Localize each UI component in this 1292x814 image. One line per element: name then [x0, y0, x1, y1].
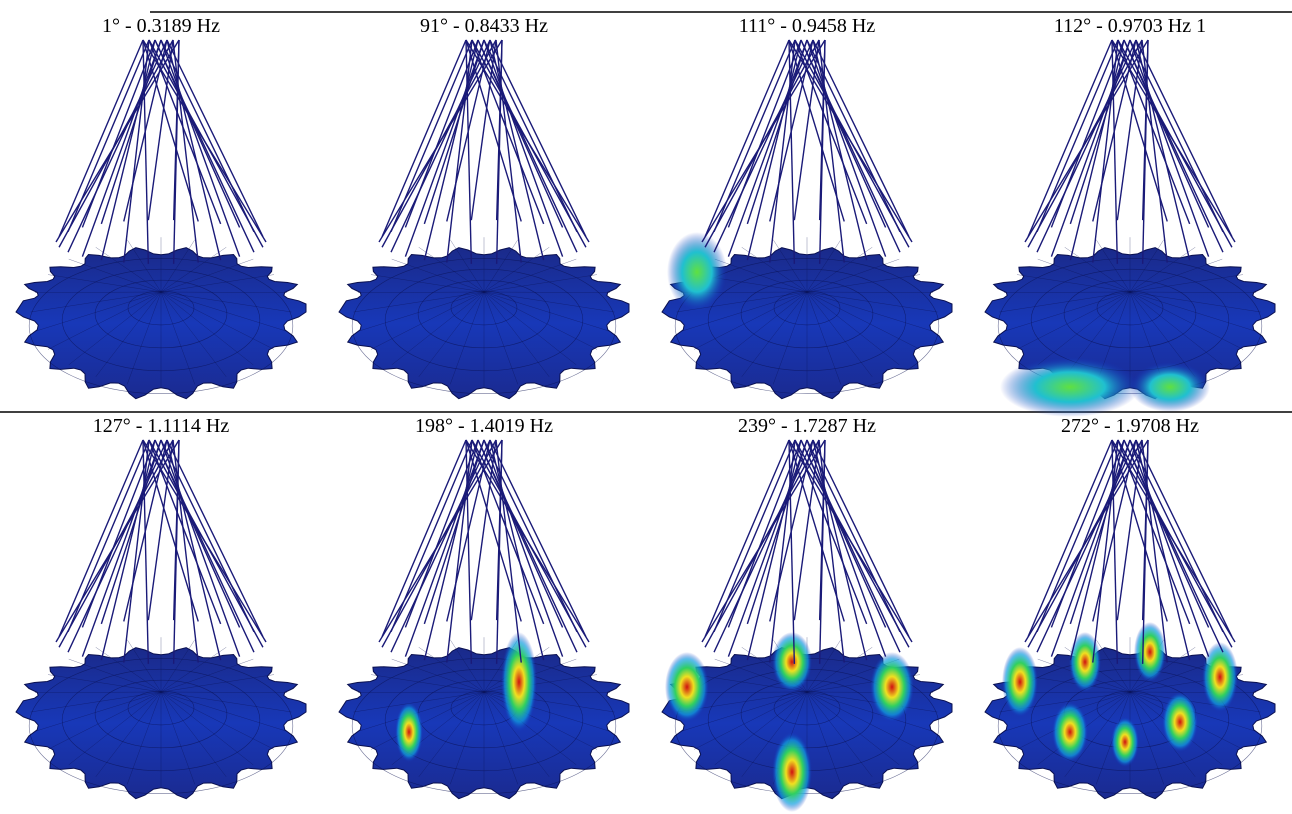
- panel-caption: 91° - 0.8433 Hz: [420, 15, 548, 37]
- cable: [801, 40, 886, 227]
- panel-caption: 112° - 0.9703 Hz 1: [1054, 15, 1206, 37]
- cable: [1051, 40, 1130, 257]
- figure: 1° - 0.3189 Hz 91° - 0.8433 Hz 111° - 0.94…: [0, 0, 1292, 814]
- cable: [161, 40, 240, 257]
- cable: [405, 40, 484, 257]
- panel-caption: 127° - 1.1114 Hz: [93, 415, 230, 437]
- cable: [1124, 40, 1209, 227]
- cable: [405, 440, 484, 657]
- panel: 112° - 0.9703 Hz 1: [985, 15, 1275, 417]
- cable: [813, 440, 909, 637]
- panel: 127° - 1.1114 Hz: [16, 415, 306, 799]
- panel-caption: 198° - 1.4019 Hz: [415, 415, 553, 437]
- hotspot: [1002, 647, 1038, 717]
- panel-caption: 239° - 1.7287 Hz: [738, 415, 876, 437]
- panel: 111° - 0.9458 Hz: [662, 15, 952, 399]
- panel: 91° - 0.8433 Hz: [339, 15, 629, 399]
- cable: [490, 440, 586, 637]
- cable: [82, 40, 161, 257]
- cable: [155, 40, 240, 227]
- cable: [490, 40, 586, 237]
- cable: [807, 40, 886, 257]
- cable: [1136, 440, 1232, 637]
- cable: [1136, 40, 1232, 237]
- hotspot: [772, 632, 812, 692]
- panel: 272° - 1.9708 Hz: [985, 415, 1275, 799]
- cable: [484, 40, 563, 257]
- cable: [167, 40, 263, 237]
- cable: [155, 440, 240, 627]
- panel: 1° - 0.3189 Hz: [16, 15, 306, 399]
- cable: [167, 440, 263, 637]
- panel-caption: 1° - 0.3189 Hz: [102, 15, 220, 37]
- hotspot: [1134, 622, 1166, 682]
- cable: [484, 440, 563, 657]
- cable: [82, 440, 161, 657]
- cable: [1130, 40, 1209, 257]
- panel: 198° - 1.4019 Hz: [339, 415, 629, 799]
- cable: [478, 440, 563, 627]
- cable: [728, 440, 807, 657]
- hotspot: [1052, 702, 1088, 762]
- cable: [813, 40, 909, 237]
- cable: [728, 40, 807, 257]
- hotspot: [1162, 692, 1198, 752]
- hotspot: [772, 732, 812, 812]
- hotspot: [870, 652, 914, 722]
- cable: [807, 440, 886, 657]
- hotspot: [1000, 357, 1140, 417]
- hotspot: [395, 702, 423, 762]
- page: 1° - 0.3189 Hz 91° - 0.8433 Hz 111° - 0.94…: [0, 0, 1292, 814]
- hotspot: [1130, 362, 1210, 412]
- hotspot: [1069, 632, 1101, 692]
- cable: [478, 40, 563, 227]
- cable: [1124, 440, 1209, 627]
- hotspot: [665, 652, 709, 722]
- panel: 239° - 1.7287 Hz: [662, 415, 952, 812]
- cable: [1051, 440, 1130, 657]
- hotspot: [1111, 717, 1139, 767]
- cable: [1130, 440, 1209, 657]
- cable: [801, 440, 886, 627]
- cable: [161, 440, 240, 657]
- panel-caption: 272° - 1.9708 Hz: [1061, 415, 1199, 437]
- panel-caption: 111° - 0.9458 Hz: [739, 15, 876, 37]
